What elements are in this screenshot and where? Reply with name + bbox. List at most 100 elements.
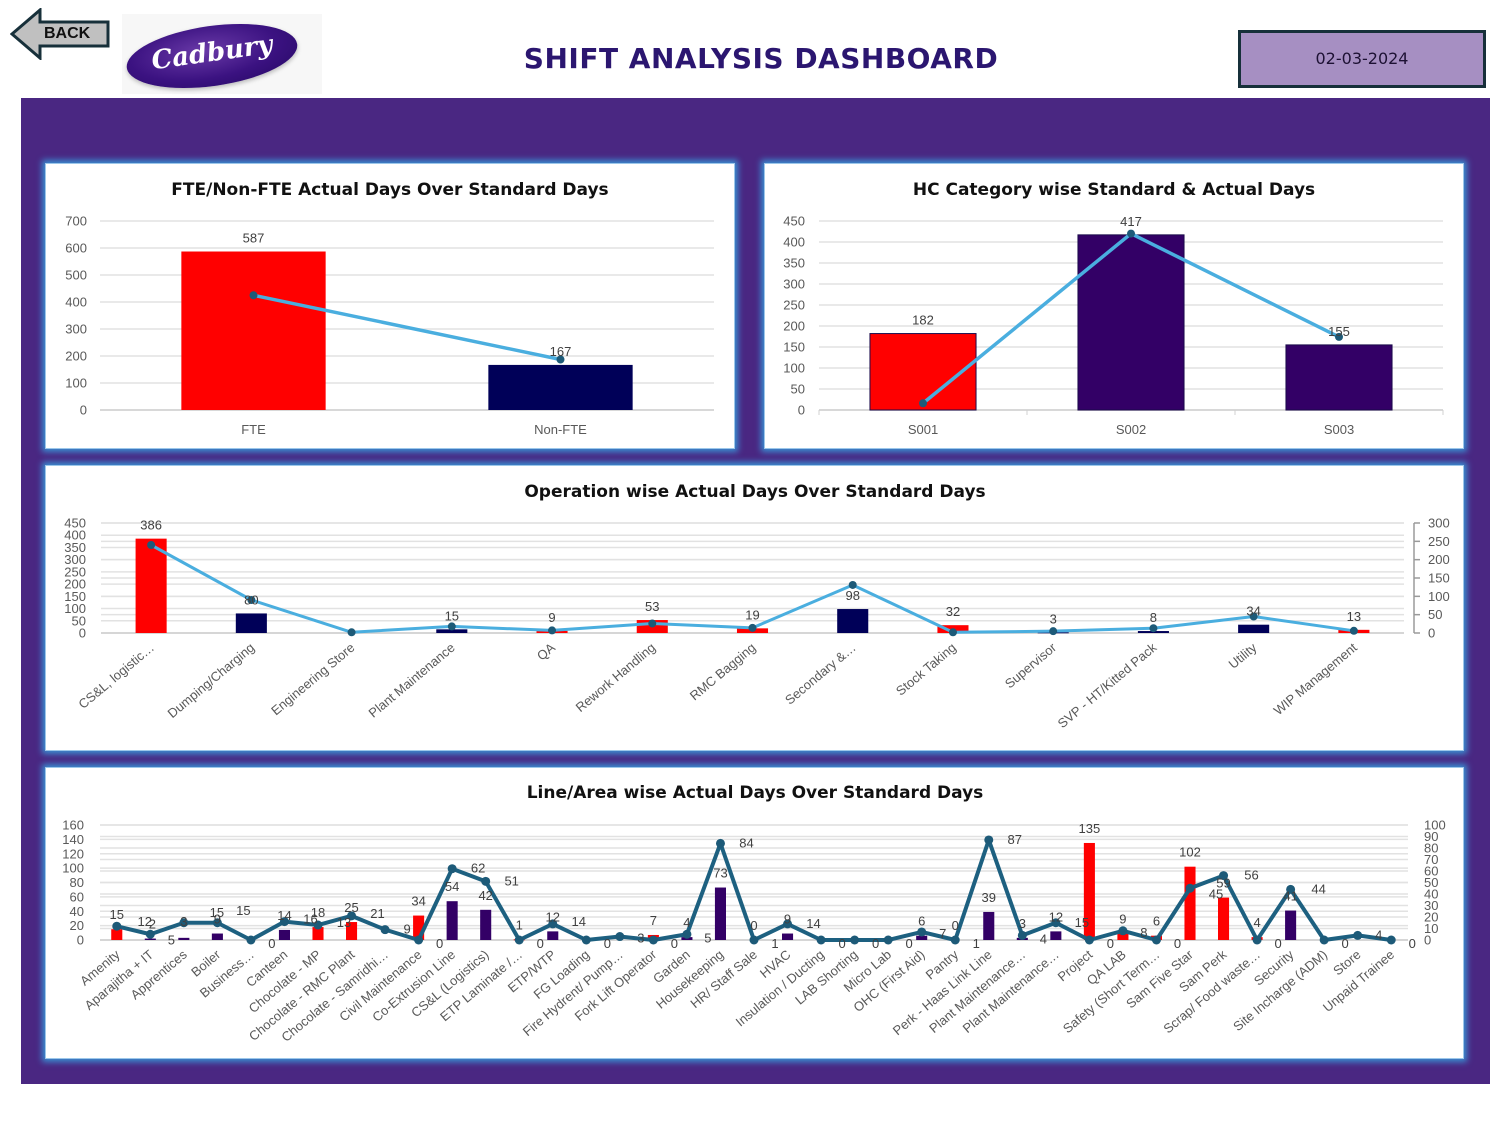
line-data-label: 0 — [268, 936, 275, 951]
line-marker — [1017, 930, 1027, 940]
bar-data-label: 42 — [478, 888, 492, 903]
y-tick-label: 50 — [791, 382, 805, 397]
y-tick-label: 450 — [64, 516, 86, 531]
line-data-label: 84 — [739, 835, 753, 850]
x-category-label: Secondary &… — [782, 640, 859, 708]
bar-data-label: 12 — [1049, 909, 1063, 924]
bar-data-label: 9 — [214, 912, 221, 927]
line-marker — [145, 929, 155, 939]
y-right-tick-label: 200 — [1428, 552, 1450, 567]
bar — [1117, 933, 1129, 940]
line-series — [253, 293, 561, 362]
y-tick-label: 50 — [72, 613, 86, 628]
line-marker — [816, 935, 826, 945]
x-category-label: Supervisor — [1002, 639, 1060, 691]
line-marker — [1127, 229, 1135, 238]
y-right-tick-label: 50 — [1428, 607, 1442, 622]
cadbury-logo: Cadbury — [122, 14, 322, 98]
y-tick-label: 100 — [62, 861, 84, 876]
line-data-label: 0 — [906, 936, 913, 951]
line-marker — [715, 838, 725, 848]
bar — [178, 937, 190, 940]
bar — [278, 929, 290, 940]
line-marker — [1252, 935, 1262, 945]
y-right-tick-label: 100 — [1424, 818, 1446, 833]
y-tick-label: 0 — [79, 626, 86, 641]
fte-chart-panel: FTE/Non-FTE Actual Days Over Standard Da… — [45, 163, 735, 449]
y-tick-label: 80 — [70, 875, 84, 890]
back-button[interactable]: BACK — [10, 8, 110, 60]
y-right-tick-label: 0 — [1428, 626, 1435, 641]
bar-data-label: 4 — [683, 915, 690, 930]
line-data-label: 4 — [1375, 927, 1382, 942]
x-category-label: Engineering Store — [268, 640, 357, 718]
bar-data-label: 3 — [1050, 611, 1057, 626]
bar — [346, 922, 358, 940]
y-tick-label: 200 — [65, 349, 87, 364]
bar-data-label: 34 — [1246, 604, 1260, 619]
line-data-label: 1 — [771, 936, 778, 951]
line-data-label: 15 — [210, 905, 224, 920]
y-tick-label: 600 — [65, 241, 87, 256]
bar-data-label: 19 — [745, 607, 759, 622]
bar-data-label: 102 — [1179, 845, 1201, 860]
line-data-label: 0 — [1174, 936, 1181, 951]
x-category-label: S003 — [1324, 422, 1354, 437]
line-marker — [247, 596, 256, 604]
y-right-tick-label: 70 — [1424, 852, 1438, 867]
line-marker — [1149, 624, 1158, 633]
line-marker — [984, 835, 994, 845]
hc-chart-panel: HC Category wise Standard & Actual Days 0… — [764, 163, 1464, 449]
y-tick-label: 20 — [70, 918, 84, 933]
date-display: 02-03-2024 — [1238, 30, 1486, 88]
chart-title: HC Category wise Standard & Actual Days — [913, 180, 1315, 200]
line-marker — [1386, 935, 1396, 945]
line-marker — [1084, 935, 1094, 945]
fte-chart: FTE/Non-FTE Actual Days Over Standard Da… — [65, 180, 714, 437]
bar — [547, 931, 559, 940]
y-right-tick-label: 80 — [1424, 841, 1438, 856]
x-category-label: Non-FTE — [534, 422, 587, 437]
line-marker — [917, 927, 927, 937]
line-marker — [1335, 332, 1343, 341]
bar-data-label: 9 — [784, 912, 791, 927]
bar-data-label: 8 — [1150, 610, 1157, 625]
x-category-label: SVP - HT/Kitted Pack — [1055, 639, 1160, 731]
line-area-chart: Line/Area wise Actual Days Over Standard… — [62, 783, 1446, 1045]
y-right-tick-label: 300 — [1428, 516, 1450, 531]
bar — [782, 933, 794, 940]
line-marker — [749, 935, 759, 945]
x-category-label: Plant Maintenance — [366, 640, 458, 721]
y-right-tick-label: 150 — [1428, 571, 1450, 586]
bar — [1285, 344, 1393, 411]
y-right-tick-label: 100 — [1428, 589, 1450, 604]
line-data-label: 0 — [436, 936, 443, 951]
y-right-tick-label: 60 — [1424, 864, 1438, 879]
y-tick-label: 300 — [783, 277, 805, 292]
bar-data-label: 417 — [1120, 214, 1142, 229]
y-tick-label: 200 — [64, 577, 86, 592]
line-data-label: 13 — [337, 915, 351, 930]
line-data-label: 1 — [973, 936, 980, 951]
bar-data-label: 0 — [952, 918, 959, 933]
bar-data-label: 3 — [180, 914, 187, 929]
line-data-label: 45 — [1209, 886, 1223, 901]
line-marker — [447, 864, 457, 874]
bar-data-label: 14 — [277, 908, 291, 923]
bar — [714, 887, 726, 940]
bar — [869, 333, 977, 411]
bar-data-label: 135 — [1079, 821, 1101, 836]
line-data-label: 3 — [637, 931, 644, 946]
line-marker — [648, 935, 658, 945]
line-marker — [948, 628, 957, 637]
bar-data-label: 155 — [1328, 324, 1350, 339]
y-tick-label: 400 — [64, 528, 86, 543]
bar — [111, 929, 123, 940]
x-category-label: Stock Taking — [893, 640, 959, 699]
bar — [446, 901, 458, 940]
line-marker — [682, 929, 692, 939]
y-tick-label: 300 — [64, 552, 86, 567]
line-marker — [179, 918, 189, 928]
bar — [983, 911, 995, 940]
bar-data-label: 182 — [912, 313, 934, 328]
